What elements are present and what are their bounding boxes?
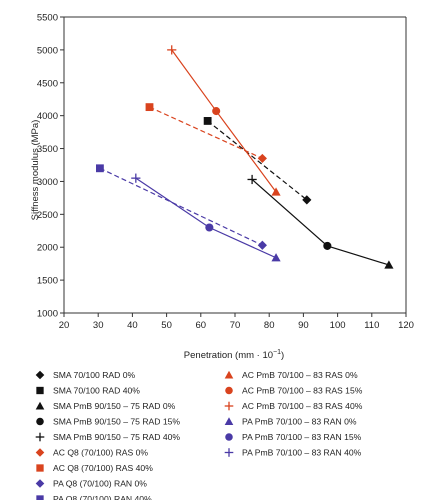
y-tick-label: 3000	[37, 177, 58, 188]
legend-label: PA Q8 (70/100) RAN 40%	[53, 494, 152, 500]
legend-label: SMA 70/100 RAD 40%	[53, 386, 140, 396]
legend-item: AC Q8 (70/100) RAS 0%	[35, 448, 148, 458]
x-tick-label: 100	[330, 320, 346, 331]
legend-item: SMA PmB 90/150 – 75 RAD 40%	[35, 432, 180, 442]
legend-label: AC Q8 (70/100) RAS 40%	[53, 463, 153, 473]
y-tick-label: 1500	[37, 276, 58, 287]
legend-item: PA Q8 (70/100) RAN 40%	[36, 494, 152, 500]
data-point	[271, 187, 281, 196]
data-point	[205, 223, 214, 232]
y-tick-label: 2000	[37, 243, 58, 254]
legend-item: SMA 70/100 RAD 0%	[35, 370, 136, 380]
legend-item: AC PmB 70/100 – 83 RAS 15%	[225, 386, 363, 396]
legend-label: PA PmB 70/100 – 83 RAN 15%	[242, 432, 362, 442]
series-lines	[99, 49, 390, 266]
legend: SMA 70/100 RAD 0% SMA 70/100 RAD 40% SMA P…	[35, 370, 363, 500]
legend-item: SMA 70/100 RAD 40%	[36, 386, 140, 396]
legend-item: PA PmB 70/100 – 83 RAN 40%	[224, 448, 362, 458]
legend-label: SMA PmB 90/150 – 75 RAD 15%	[53, 417, 180, 427]
y-tick-label: 5000	[37, 45, 58, 56]
legend-label: PA Q8 (70/100) RAN 0%	[53, 479, 147, 489]
x-tick-label: 50	[161, 320, 172, 331]
legend-label: SMA PmB 90/150 – 75 RAD 0%	[53, 401, 176, 411]
legend-marker	[36, 417, 44, 426]
data-point	[257, 240, 267, 250]
legend-label: AC PmB 70/100 – 83 RAS 0%	[242, 370, 358, 380]
legend-item: AC PmB 70/100 – 83 RAS 0%	[224, 370, 358, 380]
legend-marker	[35, 370, 45, 380]
y-tick-label: 5500	[37, 13, 58, 24]
y-axis-title: Siffness modulus (MPa)	[30, 120, 41, 221]
legend-item: AC Q8 (70/100) RAS 40%	[36, 463, 153, 473]
legend-marker	[36, 386, 44, 395]
legend-marker	[224, 448, 234, 457]
series-line	[149, 106, 263, 159]
legend-item: SMA PmB 90/150 – 75 RAD 0%	[35, 401, 176, 411]
x-tick-label: 120	[398, 320, 414, 331]
data-point	[271, 253, 281, 262]
x-tick-label: 70	[230, 320, 241, 331]
x-axis-title-tail: )	[281, 350, 284, 361]
legend-label: AC PmB 70/100 – 83 RAS 40%	[242, 401, 363, 411]
legend-item: PA PmB 70/100 – 83 RAN 0%	[224, 417, 357, 427]
data-point	[96, 164, 104, 173]
legend-marker	[35, 401, 45, 410]
legend-marker	[35, 432, 45, 442]
y-tick-label: 4500	[37, 78, 58, 89]
legend-label: AC Q8 (70/100) RAS 0%	[53, 448, 148, 458]
data-point	[302, 195, 312, 205]
x-tick-label: 40	[127, 320, 138, 331]
legend-marker	[35, 479, 45, 488]
legend-marker	[36, 464, 44, 472]
legend-marker	[225, 433, 233, 441]
axis-ticks: 20 30 40 50 60 70 80 90 100 110 120 1000 1500 2000 250…	[37, 13, 414, 332]
x-tick-label: 80	[264, 320, 275, 331]
legend-marker	[225, 386, 233, 395]
y-tick-label: 1000	[37, 309, 58, 320]
axes	[63, 16, 407, 314]
data-point	[167, 45, 177, 55]
data-point	[212, 107, 221, 116]
legend-marker	[224, 370, 234, 379]
legend-marker	[35, 448, 45, 457]
legend-label: SMA 70/100 RAD 0%	[53, 370, 136, 380]
series-line	[135, 177, 277, 259]
series-line	[251, 179, 390, 266]
data-point	[247, 174, 257, 185]
data-point	[323, 241, 332, 250]
x-tick-label: 110	[364, 320, 379, 331]
series-line	[171, 49, 277, 193]
legend-marker	[224, 417, 234, 425]
y-tick-label: 2500	[37, 210, 58, 221]
series-line	[207, 120, 308, 201]
series-line	[99, 167, 263, 246]
legend-label: SMA PmB 90/150 – 75 RAD 40%	[53, 432, 180, 442]
data-point	[145, 103, 154, 112]
x-tick-label: 20	[59, 320, 70, 331]
x-tick-label: 30	[93, 320, 104, 331]
x-axis-title: Penetration (mm · 10−1)	[184, 349, 284, 361]
legend-item: SMA PmB 90/150 – 75 RAD 15%	[36, 417, 180, 427]
legend-marker	[224, 401, 234, 411]
legend-label: AC PmB 70/100 – 83 RAS 15%	[242, 386, 363, 396]
legend-item: PA PmB 70/100 – 83 RAN 15%	[225, 432, 362, 442]
data-points	[96, 45, 394, 269]
legend-item: AC PmB 70/100 – 83 RAS 40%	[224, 401, 363, 411]
y-tick-label: 4000	[37, 111, 58, 122]
data-point	[384, 260, 394, 269]
data-point	[257, 153, 267, 164]
x-axis-title-exponent: −1	[273, 349, 281, 356]
x-axis-title-main: Penetration (mm · 10	[184, 350, 273, 361]
x-tick-label: 60	[196, 320, 207, 331]
data-point	[203, 117, 212, 125]
x-tick-label: 90	[298, 320, 309, 331]
legend-item: PA Q8 (70/100) RAN 0%	[35, 479, 147, 489]
legend-label: PA PmB 70/100 – 83 RAN 0%	[242, 417, 357, 427]
data-point	[131, 173, 141, 183]
legend-marker	[36, 495, 44, 500]
legend-label: PA PmB 70/100 – 83 RAN 40%	[242, 448, 362, 458]
y-tick-label: 3500	[37, 144, 58, 155]
